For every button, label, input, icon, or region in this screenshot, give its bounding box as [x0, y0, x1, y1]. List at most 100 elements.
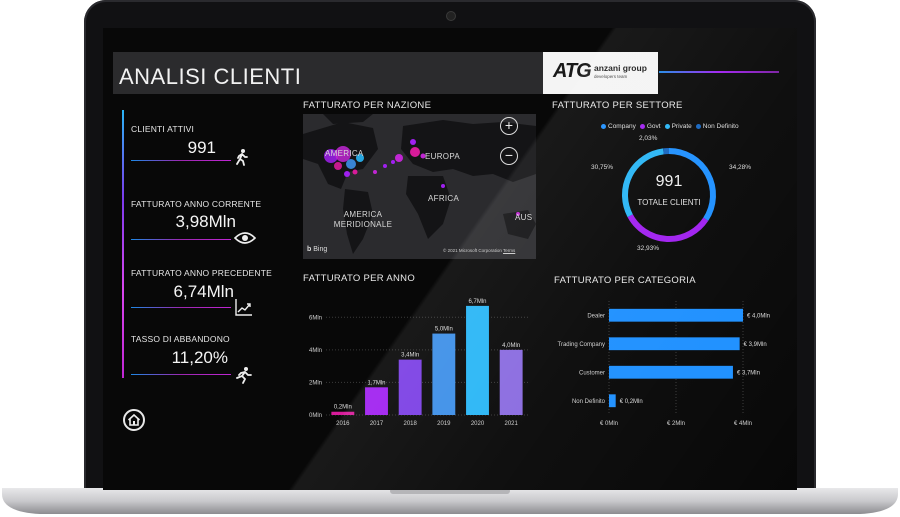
- kpi-underline: [131, 239, 231, 240]
- kpi-underline: [131, 374, 231, 375]
- bar[interactable]: [432, 333, 456, 415]
- map-region-label: AUS: [515, 213, 533, 222]
- bar[interactable]: [609, 365, 733, 379]
- map-region-label: AFRICA: [428, 194, 460, 203]
- logo-mark: ATG: [553, 60, 592, 82]
- walking-person-icon: [233, 148, 251, 166]
- bar[interactable]: [499, 349, 523, 415]
- y-tick-label: 0Mln: [309, 413, 322, 419]
- page-title: ANALISI CLIENTI: [119, 64, 302, 89]
- legend-label: Company: [608, 123, 636, 130]
- donut-slice[interactable]: [668, 148, 716, 221]
- map-bubbles: [324, 139, 520, 216]
- kpi-label-tasso-abbandono: TASSO DI ABBANDONO: [131, 334, 230, 344]
- map-region-label: AMERICA MERIDIONALE: [333, 210, 393, 229]
- logo-company-name: anzani group: [594, 63, 647, 73]
- bar-data-label: 6,7Mln: [468, 299, 486, 305]
- x-tick-label: 2021: [504, 421, 518, 427]
- kpi-label-fatturato-precedente: FATTURATO ANNO PRECEDENTE: [131, 268, 273, 278]
- x-tick-label: 2019: [437, 421, 451, 427]
- legend-item: Private: [664, 123, 692, 130]
- camera-icon: [446, 11, 456, 21]
- bar-data-label: 1,7Mln: [367, 380, 385, 386]
- bing-label: Bing: [313, 246, 328, 253]
- trend-chart-icon: [235, 298, 253, 316]
- category-label: Customer: [579, 370, 605, 376]
- y-tick-label: 6Mln: [309, 315, 322, 321]
- kpi-accent-bar: [122, 110, 124, 378]
- year-chart-title: FATTURATO PER ANNO: [303, 273, 416, 284]
- donut-center-label: TOTALE CLIENTI: [637, 198, 701, 207]
- bar[interactable]: [466, 305, 489, 415]
- x-tick-label: € 0Mln: [600, 421, 618, 427]
- kpi-value-fatturato-precedente: 6,74Mln: [173, 282, 234, 301]
- donut-center-value: 991: [655, 173, 683, 190]
- bar[interactable]: [609, 308, 743, 322]
- kpi-value-tasso-abbandono: 11,20%: [171, 348, 228, 367]
- zoom-out-button[interactable]: −: [500, 147, 518, 165]
- logo-tagline: developers team: [594, 74, 628, 79]
- category-bar-chart[interactable]: € 0Mln € 2Mln € 4Mln Dealer € 4,0Mln Trading …: [551, 293, 791, 433]
- bar[interactable]: [609, 394, 616, 408]
- kpi-label-clienti-attivi: CLIENTI ATTIVI: [131, 124, 195, 134]
- kpi-label-fatturato-corrente: FATTURATO ANNO CORRENTE: [131, 199, 262, 209]
- legend-dot: [664, 124, 670, 129]
- bar-data-label: € 0,2Mln: [620, 399, 643, 405]
- legend-item: Govt: [639, 123, 661, 130]
- slice-label: 2,03%: [639, 135, 658, 142]
- slice-label: 30,75%: [591, 164, 614, 171]
- legend-label: Private: [671, 123, 692, 130]
- legend-label: Non Definito: [702, 123, 739, 130]
- category-label: Non Definito: [572, 399, 606, 405]
- bar[interactable]: [398, 359, 422, 415]
- zoom-in-button[interactable]: +: [500, 117, 518, 135]
- map-region-label: EUROPA: [425, 152, 460, 161]
- title-accent-line: [659, 71, 779, 73]
- legend-item: Non Definito: [695, 123, 739, 130]
- donut-slice[interactable]: [622, 148, 664, 218]
- legend-label: Govt: [646, 123, 661, 130]
- home-button[interactable]: [123, 409, 145, 431]
- kpi-value-clienti-attivi: 991: [187, 138, 216, 157]
- sales-map[interactable]: AMERICA EUROPA AFRICA AMERICA MERIDIONAL…: [303, 114, 536, 259]
- x-tick-label: 2018: [403, 421, 417, 427]
- bar-data-label: € 3,9Mln: [744, 342, 767, 348]
- bar[interactable]: [609, 337, 740, 351]
- map-region-label: AMERICA: [325, 149, 364, 158]
- legend-dot: [601, 124, 606, 129]
- terms-link[interactable]: Terms: [503, 248, 516, 253]
- donut-slice[interactable]: [627, 214, 709, 242]
- kpi-underline: [131, 307, 231, 308]
- map-title: FATTURATO PER NAZIONE: [303, 100, 432, 111]
- bar-data-label: 0,2Mln: [334, 405, 352, 411]
- bar-data-label: 3,4Mln: [401, 353, 419, 359]
- category-label: Trading Company: [558, 342, 605, 348]
- y-tick-label: 2Mln: [309, 380, 322, 386]
- bar-data-label: 4,0Mln: [502, 343, 520, 349]
- sector-legend: Company Govt Private Non Definito: [601, 116, 781, 134]
- y-tick-label: 4Mln: [309, 348, 322, 354]
- year-bar-chart[interactable]: 0Mln 2Mln 4Mln 6Mln 0,2Mln 2016 1,7Mln 2017 3,4M…: [298, 293, 533, 433]
- x-tick-label: € 4Mln: [734, 421, 752, 427]
- company-logo: [543, 52, 658, 94]
- legend-item: Company: [601, 123, 636, 130]
- map-copyright: © 2021 Microsoft Corporation Terms: [443, 248, 515, 253]
- x-tick-label: 2017: [370, 421, 384, 427]
- bar[interactable]: [331, 411, 355, 415]
- sector-donut-chart[interactable]: [617, 143, 721, 247]
- legend-dot: [639, 124, 645, 129]
- dashboard-screen: ANALISI CLIENTI ATG anzani group develop…: [103, 28, 797, 490]
- category-chart-title: FATTURATO PER CATEGORIA: [554, 275, 696, 286]
- bar-data-label: € 3,7Mln: [737, 370, 760, 376]
- x-tick-label: 2020: [471, 421, 485, 427]
- laptop-base: [0, 486, 900, 517]
- kpi-underline: [131, 160, 231, 161]
- eye-icon: [233, 231, 257, 249]
- bar-data-label: € 4,0Mln: [747, 313, 770, 319]
- x-tick-label: € 2Mln: [667, 421, 685, 427]
- bar-data-label: 5,0Mln: [435, 327, 453, 333]
- running-person-icon: [234, 366, 252, 384]
- sector-title: FATTURATO PER SETTORE: [552, 100, 683, 111]
- category-label: Dealer: [587, 313, 605, 319]
- bar[interactable]: [365, 387, 388, 415]
